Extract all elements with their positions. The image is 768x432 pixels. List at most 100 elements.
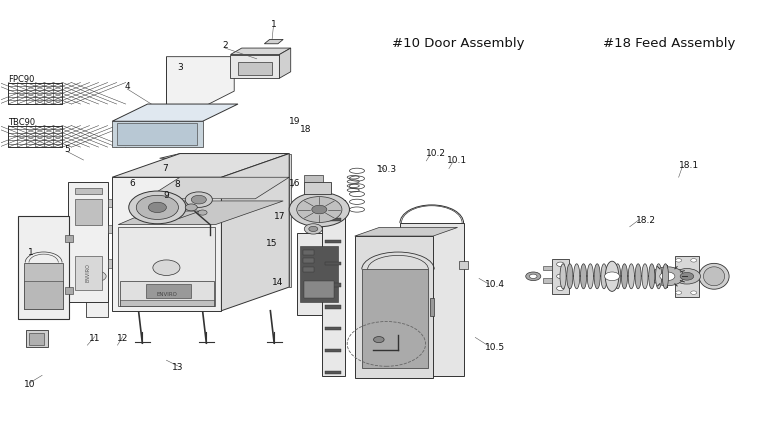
Ellipse shape: [699, 264, 729, 289]
Ellipse shape: [642, 264, 648, 289]
Circle shape: [680, 273, 694, 280]
Text: 18: 18: [300, 125, 312, 134]
Text: 12: 12: [117, 334, 128, 343]
Bar: [65, 235, 73, 242]
Bar: [8, 126, 62, 147]
Circle shape: [185, 204, 197, 211]
Circle shape: [312, 205, 327, 214]
Polygon shape: [290, 153, 291, 287]
Text: 1: 1: [270, 20, 276, 29]
Ellipse shape: [594, 264, 601, 289]
Text: 19: 19: [289, 117, 300, 126]
Polygon shape: [355, 228, 458, 236]
Text: 18.1: 18.1: [679, 161, 699, 170]
Ellipse shape: [605, 261, 619, 291]
Ellipse shape: [662, 264, 668, 289]
Circle shape: [191, 195, 207, 204]
Text: 17: 17: [273, 213, 285, 221]
Circle shape: [309, 226, 318, 232]
Polygon shape: [112, 104, 238, 121]
Circle shape: [526, 272, 541, 281]
Bar: [300, 246, 338, 302]
Polygon shape: [167, 57, 234, 126]
Text: 10: 10: [24, 380, 35, 389]
Bar: [120, 300, 214, 306]
Bar: [303, 250, 314, 255]
Text: TBC90: TBC90: [8, 118, 35, 127]
Ellipse shape: [601, 264, 607, 289]
Bar: [303, 258, 314, 264]
Bar: [325, 262, 341, 265]
Polygon shape: [552, 259, 568, 293]
Circle shape: [185, 192, 213, 207]
Text: 5: 5: [64, 145, 70, 154]
Polygon shape: [112, 153, 290, 177]
Polygon shape: [118, 201, 283, 225]
Bar: [108, 199, 114, 207]
Ellipse shape: [567, 264, 573, 289]
Circle shape: [148, 202, 167, 213]
Circle shape: [650, 267, 684, 286]
Polygon shape: [146, 177, 290, 199]
Ellipse shape: [703, 267, 724, 286]
Bar: [325, 305, 341, 308]
Text: 3: 3: [177, 63, 183, 72]
Text: ENVIRO: ENVIRO: [85, 264, 91, 282]
Text: 10.2: 10.2: [426, 149, 446, 158]
Polygon shape: [221, 153, 290, 311]
Text: 10.5: 10.5: [485, 343, 505, 352]
Ellipse shape: [628, 264, 634, 289]
Circle shape: [557, 274, 564, 279]
Circle shape: [557, 262, 564, 267]
Bar: [86, 235, 108, 317]
Ellipse shape: [635, 264, 641, 289]
Bar: [120, 281, 214, 306]
Bar: [304, 182, 331, 194]
Polygon shape: [24, 263, 63, 308]
Ellipse shape: [574, 264, 580, 289]
Text: 4: 4: [124, 83, 130, 91]
Polygon shape: [134, 211, 200, 218]
Polygon shape: [230, 48, 291, 54]
Polygon shape: [400, 223, 464, 376]
Circle shape: [690, 259, 697, 262]
Circle shape: [660, 272, 675, 281]
Polygon shape: [118, 124, 197, 145]
Circle shape: [296, 197, 342, 222]
Polygon shape: [264, 39, 283, 44]
Bar: [325, 349, 341, 352]
Circle shape: [290, 192, 349, 227]
Circle shape: [604, 272, 620, 281]
Ellipse shape: [621, 264, 627, 289]
Bar: [325, 240, 341, 243]
Text: 7: 7: [162, 164, 167, 173]
Bar: [543, 266, 552, 270]
Ellipse shape: [588, 264, 594, 289]
Ellipse shape: [560, 264, 566, 289]
Bar: [24, 281, 63, 308]
Text: 9: 9: [164, 191, 169, 200]
Circle shape: [88, 271, 106, 282]
Polygon shape: [160, 153, 290, 158]
Polygon shape: [120, 282, 282, 310]
Circle shape: [676, 259, 682, 262]
Bar: [74, 199, 101, 225]
Bar: [304, 281, 334, 298]
Text: 6: 6: [130, 179, 135, 188]
Ellipse shape: [649, 264, 655, 289]
Bar: [8, 83, 62, 104]
Polygon shape: [355, 236, 433, 378]
Polygon shape: [323, 200, 345, 376]
Text: #18 Feed Assembly: #18 Feed Assembly: [604, 37, 736, 50]
Text: #10 Door Assembly: #10 Door Assembly: [392, 37, 525, 50]
Text: 2: 2: [223, 41, 228, 51]
Text: 16: 16: [289, 179, 300, 188]
Bar: [325, 283, 341, 287]
Ellipse shape: [614, 264, 621, 289]
Text: FPC90: FPC90: [8, 75, 35, 83]
Ellipse shape: [581, 264, 587, 289]
Circle shape: [304, 224, 323, 234]
Bar: [108, 225, 114, 233]
Text: 10.4: 10.4: [485, 280, 505, 289]
Bar: [108, 259, 114, 268]
